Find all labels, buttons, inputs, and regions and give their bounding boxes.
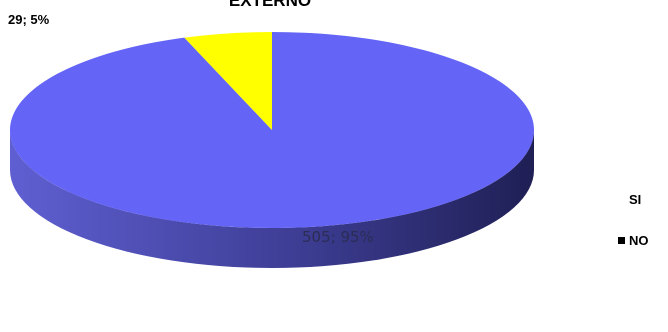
pie-side-no [10, 130, 534, 268]
legend-label-si: SI [629, 192, 641, 207]
legend: SI NO [618, 192, 649, 248]
pie-slice-no [9, 32, 534, 228]
legend-label-no: NO [629, 233, 649, 248]
legend-marker-no [618, 237, 625, 244]
chart-title: EXTERNO [229, 0, 311, 10]
pie-slice-si [184, 32, 272, 130]
data-label-no: 505; 95% [302, 228, 374, 246]
data-label-si: 29; 5% [8, 12, 50, 27]
